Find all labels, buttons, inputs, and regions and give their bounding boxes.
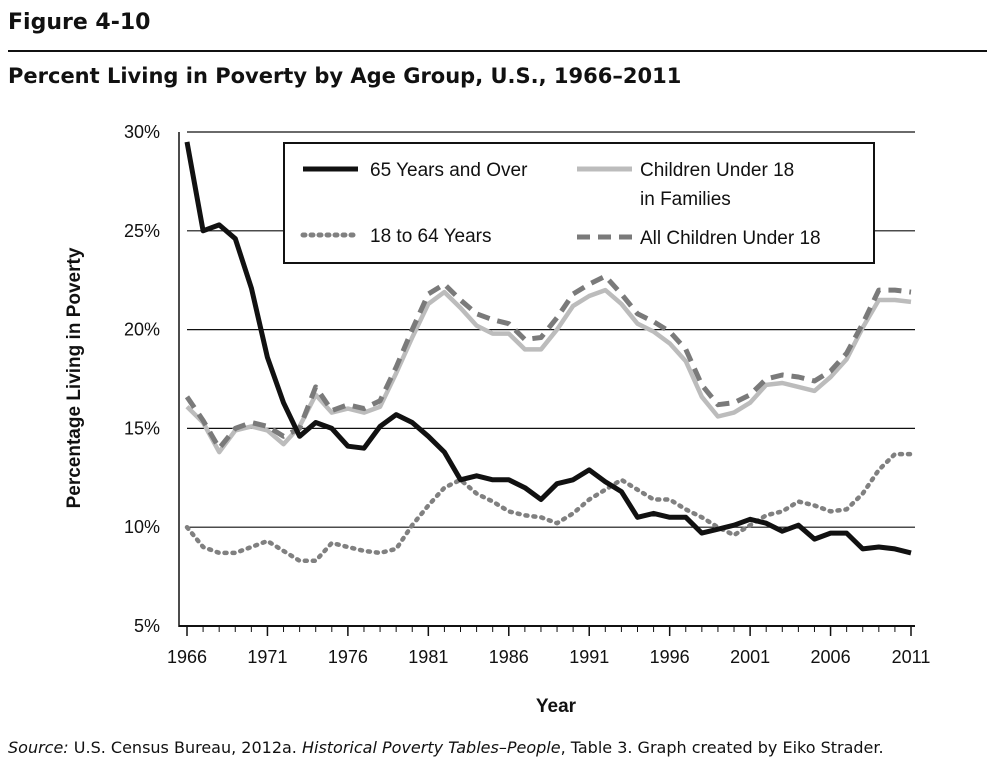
x-tick-label: 1971 (247, 647, 287, 667)
x-tick-label: 2001 (730, 647, 770, 667)
x-axis-label: Year (536, 696, 577, 717)
legend: 65 Years and Over Children Under 18 in F… (283, 142, 875, 264)
x-tick-label: 1976 (328, 647, 368, 667)
x-tick-label: 1966 (167, 647, 207, 667)
axis-layer: 5% 10% 15% 20% 25% 30% 1966 1971 1976 1981 1986 199… (124, 122, 930, 667)
legend-label-65-over: 65 Years and Over (370, 160, 528, 181)
x-tick-label: 1996 (650, 647, 690, 667)
legend-label-children-families-line1: Children Under 18 (640, 160, 794, 181)
y-axis-label: Percentage Living in Poverty (64, 247, 85, 508)
x-tick-label: 2011 (892, 647, 931, 667)
header-rule (8, 50, 987, 52)
y-tick-label: 20% (124, 320, 160, 340)
chart-title: Percent Living in Poverty by Age Group, … (8, 64, 682, 88)
legend-label-all-children: All Children Under 18 (640, 228, 821, 249)
figure-label: Figure 4-10 (8, 10, 151, 35)
y-tick-label: 25% (124, 221, 160, 241)
series-line-18-to-64-years (184, 451, 914, 564)
source-title: Historical Poverty Tables–People (301, 738, 561, 757)
y-tick-label: 30% (124, 122, 160, 142)
source-text-1: U.S. Census Bureau, 2012a. (68, 738, 302, 757)
legend-label-children-families-line2: in Families (640, 189, 731, 210)
x-tick-label: 2006 (811, 647, 851, 667)
y-tick-label: 5% (134, 616, 160, 636)
x-tick-label: 1991 (569, 647, 609, 667)
y-tick-label: 10% (124, 517, 160, 537)
legend-box (283, 142, 875, 264)
series-layer (184, 141, 914, 564)
legend-label-18-64: 18 to 64 Years (370, 226, 492, 247)
source-note: Source: U.S. Census Bureau, 2012a. Histo… (8, 738, 884, 757)
source-prefix: Source: (8, 738, 69, 757)
series-line-65-years-and-over (184, 141, 912, 556)
source-text-2: , Table 3. Graph created by Eiko Strader… (560, 738, 884, 757)
x-tick-label: 1986 (489, 647, 529, 667)
x-tick-label: 1981 (408, 647, 448, 667)
y-tick-label: 15% (124, 418, 160, 438)
series-line-all-children-under-18 (184, 273, 912, 451)
